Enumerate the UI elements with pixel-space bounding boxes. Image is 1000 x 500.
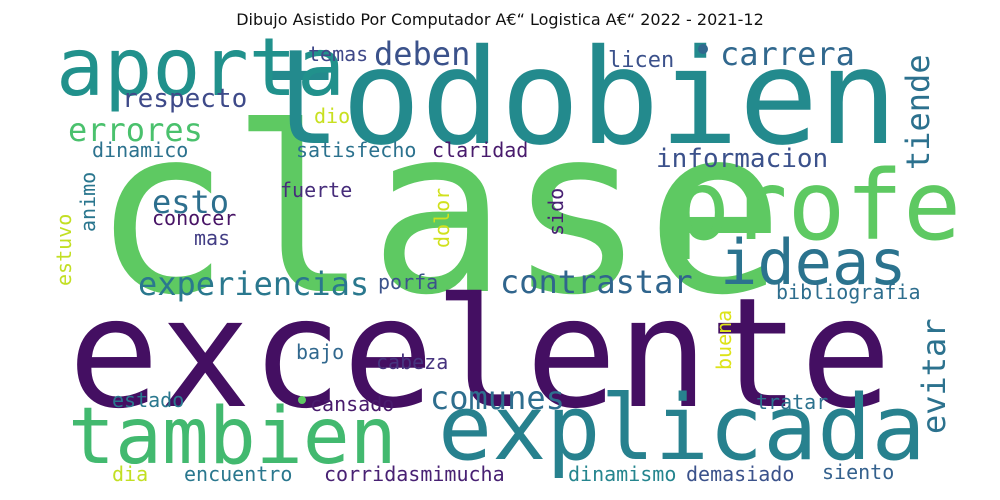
word-siento: siento [822,460,895,484]
word-bajo: bajo [296,340,345,364]
word-corridasmimucha: corridasmimucha [324,462,505,486]
word-clase: clase [92,79,785,346]
word-excelente: excelente [68,265,892,442]
dot [298,396,306,404]
word-respecto: respecto [122,84,248,114]
word-estado: estado [112,388,185,412]
word-ideas: ideas [720,226,907,299]
word-animo: animo [76,171,100,232]
word-encuentro: encuentro [184,462,293,486]
word-todobien: todobien [262,21,898,175]
word-explicada: explicada [438,376,926,481]
word-tratar: tratar [756,390,829,414]
word-buena: buena [712,309,736,370]
word-demasiado: demasiado [686,462,795,486]
word-errores: errores [68,111,203,149]
word-temas: temas [308,42,369,66]
word-evitar: evitar [915,318,953,434]
word-claridad: claridad [432,138,529,162]
word-fuerte: fuerte [280,178,353,202]
word-dolor: dolor [430,187,454,248]
word-cansado: cansado [310,392,395,416]
word-informacion: informacion [656,144,829,174]
word-conocer: conocer [152,206,237,230]
word-porfa: porfa [378,270,439,294]
word-tiende: tiende [899,54,937,170]
word-cabeza: cabeza [376,350,449,374]
word-aporta: aporta [56,21,345,114]
word-estuvo: estuvo [52,213,76,286]
word-esto: esto [152,183,230,221]
word-mas: mas [194,226,231,250]
word-satisfecho: satisfecho [296,138,417,162]
word-dio: dio [314,104,351,128]
word-comunes: comunes [430,379,565,417]
word-sido: sido [544,187,568,236]
word-dia: dia [112,462,149,486]
word-carrera: carrera [720,35,855,73]
word-contrastar: contrastar [500,263,693,301]
word-profe: profe [672,150,961,262]
word-deben: deben [374,35,471,73]
word-bibliografia: bibliografia [776,280,921,304]
word-dinamismo: dinamismo [568,462,677,486]
word-experiencias: experiencias [138,265,370,303]
word-tambien: tambien [68,392,397,482]
word-licen: licen [608,48,675,73]
word-dinamico: dinamico [92,138,189,162]
dot [698,44,708,54]
chart-title: Dibujo Asistido Por Computador A€“ Logis… [236,10,764,29]
